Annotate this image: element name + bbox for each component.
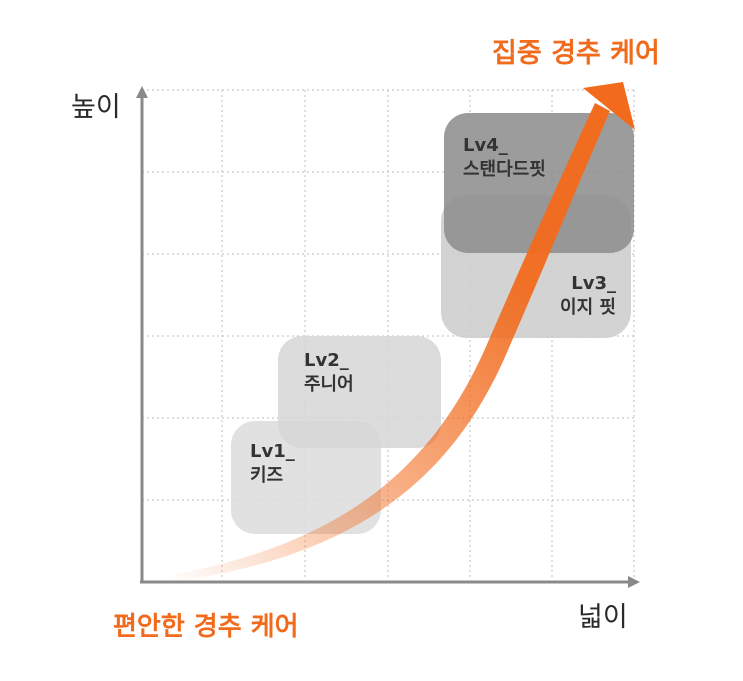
arrow-end-label: 집중 경추 케어 bbox=[492, 38, 660, 69]
growth-arrow bbox=[160, 82, 635, 583]
level-name: 스탠다드핏 bbox=[463, 159, 546, 180]
level-name: 주니어 bbox=[304, 374, 354, 395]
growth-arrow-body bbox=[160, 103, 610, 583]
level-box-lv2 bbox=[278, 336, 441, 448]
level-name: 이지 핏 bbox=[560, 297, 616, 318]
level-code: Lv2_ bbox=[304, 350, 349, 371]
level-box-lv1 bbox=[231, 421, 381, 534]
arrow-start-label: 편안한 경추 케어 bbox=[113, 612, 299, 642]
level-code: Lv3_ bbox=[571, 273, 616, 294]
x-axis-label: 넓이 bbox=[578, 602, 628, 633]
axes bbox=[136, 86, 640, 588]
level-code: Lv1_ bbox=[250, 441, 295, 462]
level-code: Lv4_ bbox=[463, 135, 508, 156]
y-axis-label: 높이 bbox=[71, 92, 121, 123]
y-axis-arrowhead bbox=[136, 86, 148, 98]
level-label-lv4: Lv4_ 스탠다드핏 bbox=[463, 134, 546, 182]
level-label-lv2: Lv2_ 주니어 bbox=[304, 349, 354, 397]
level-label-lv3: Lv3_ 이지 핏 bbox=[540, 272, 616, 320]
level-label-lv1: Lv1_ 키즈 bbox=[250, 440, 295, 488]
growth-arrow-head bbox=[583, 82, 635, 130]
level-name: 키즈 bbox=[250, 465, 284, 486]
x-axis-arrowhead bbox=[628, 576, 640, 588]
